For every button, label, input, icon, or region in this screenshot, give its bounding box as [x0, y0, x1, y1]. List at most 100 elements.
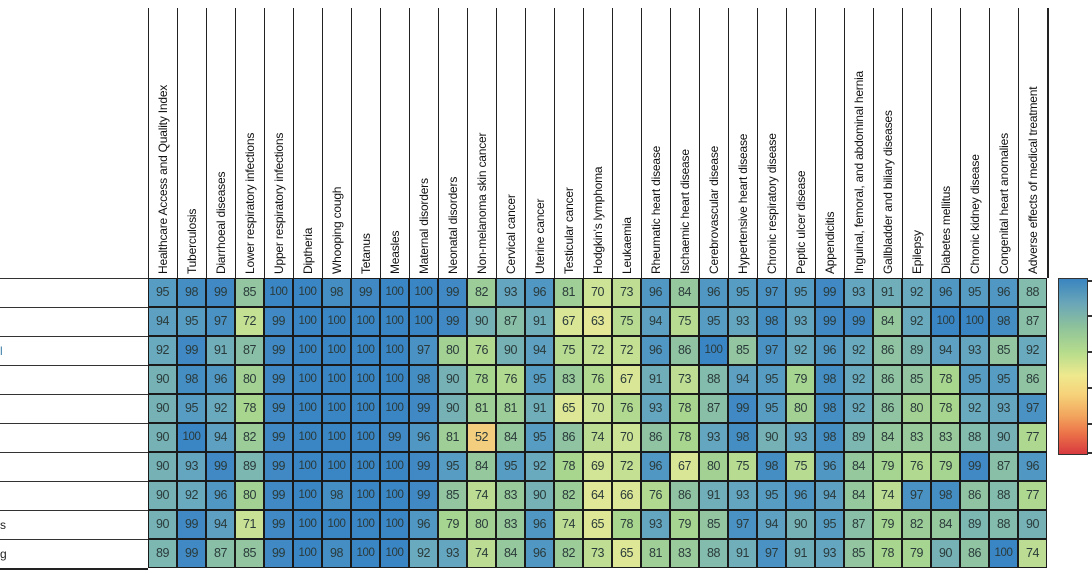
column-header-label: Whooping cough [330, 186, 344, 274]
heatmap-cell: 99 [264, 365, 293, 394]
heatmap-cell: 84 [844, 452, 873, 481]
heatmap-cell: 52 [467, 423, 496, 452]
heatmap-cell: 92 [148, 336, 177, 365]
heatmap-cell: 89 [902, 336, 931, 365]
column-header-label: Cervical cancer [504, 194, 518, 274]
heatmap-cell: 83 [496, 481, 525, 510]
heatmap-cell: 90 [757, 423, 786, 452]
heatmap-cell: 63 [583, 307, 612, 336]
column-header: Hodgkin's lymphoma [583, 8, 612, 278]
heatmap-cell: 85 [235, 539, 264, 568]
heatmap-cell: 80 [902, 394, 931, 423]
column-header-label: Diabetes mellitus [939, 186, 953, 274]
column-header: Chronic respiratory disease [757, 8, 786, 278]
heatmap-cell: 99 [409, 481, 438, 510]
heatmap-cell: 86 [554, 423, 583, 452]
header-divider [1047, 8, 1049, 278]
heatmap-cell: 96 [786, 481, 815, 510]
heatmap-cell: 93 [641, 510, 670, 539]
heatmap-cell: 99 [264, 481, 293, 510]
heatmap-cell: 73 [670, 365, 699, 394]
heatmap-cell: 95 [757, 481, 786, 510]
heatmap-cell: 79 [873, 452, 902, 481]
heatmap-cell: 90 [786, 510, 815, 539]
heatmap-cell: 100 [351, 481, 380, 510]
heatmap-cell: 100 [293, 423, 322, 452]
heatmap-cell: 79 [786, 365, 815, 394]
column-header: Non-melanoma skin cancer [467, 8, 496, 278]
row-label [0, 394, 148, 423]
heatmap-cell: 87 [699, 394, 728, 423]
heatmap-cell: 94 [206, 510, 235, 539]
heatmap-cell: 92 [844, 394, 873, 423]
heatmap-cell: 90 [148, 510, 177, 539]
heatmap-cell: 70 [583, 278, 612, 307]
heatmap-cell: 100 [380, 481, 409, 510]
heatmap-cell: 70 [583, 394, 612, 423]
column-header: Tuberculosis [177, 8, 206, 278]
heatmap-cell: 95 [496, 452, 525, 481]
heatmap-cell: 90 [931, 539, 960, 568]
column-header: Ischaemic heart disease [670, 8, 699, 278]
heatmap-cell: 98 [815, 423, 844, 452]
row-label [0, 481, 148, 510]
heatmap-cell: 99 [177, 539, 206, 568]
heatmap-cell: 100 [293, 394, 322, 423]
heatmap-cell: 99 [264, 510, 293, 539]
heatmap-cell: 96 [525, 510, 554, 539]
column-header-label: Adverse effects of medical treatment [1026, 86, 1040, 274]
heatmap-cell: 77 [1018, 423, 1047, 452]
heatmap-cell: 96 [989, 278, 1018, 307]
heatmap-cell: 87 [1018, 307, 1047, 336]
heatmap-cell: 97 [757, 278, 786, 307]
heatmap-cell: 87 [989, 452, 1018, 481]
column-header-label: Testicular cancer [562, 187, 576, 274]
column-header-label: Tuberculosis [185, 208, 199, 274]
heatmap-cell: 100 [322, 452, 351, 481]
heatmap-cell: 98 [177, 365, 206, 394]
heatmap-cell: 99 [438, 278, 467, 307]
heatmap-cell: 100 [264, 278, 293, 307]
heatmap-cell: 100 [351, 539, 380, 568]
heatmap-cell: 90 [496, 336, 525, 365]
heatmap-cell: 90 [989, 423, 1018, 452]
column-header: Chronic kidney disease [960, 8, 989, 278]
heatmap-cell: 100 [380, 307, 409, 336]
heatmap-cell: 100 [409, 278, 438, 307]
heatmap-cell: 92 [902, 307, 931, 336]
heatmap-cell: 72 [583, 336, 612, 365]
heatmap-cell: 92 [1018, 336, 1047, 365]
heatmap-cell: 87 [496, 307, 525, 336]
legend-tick [1088, 315, 1092, 317]
heatmap-cell: 88 [960, 423, 989, 452]
heatmap-cell: 76 [496, 365, 525, 394]
column-header-label: Epilepsy [910, 230, 924, 274]
heatmap-cell: 99 [815, 278, 844, 307]
heatmap-cell: 86 [873, 336, 902, 365]
heatmap-cell: 86 [873, 365, 902, 394]
heatmap-cell: 90 [148, 365, 177, 394]
heatmap-cell: 92 [902, 278, 931, 307]
heatmap-cell: 75 [612, 307, 641, 336]
heatmap-cell: 100 [380, 539, 409, 568]
heatmap-cell: 70 [612, 423, 641, 452]
heatmap-cell: 92 [960, 394, 989, 423]
heatmap-cell: 95 [757, 365, 786, 394]
heatmap-cell: 85 [902, 365, 931, 394]
heatmap-cell: 94 [148, 307, 177, 336]
heatmap-cell: 86 [1018, 365, 1047, 394]
heatmap-cell: 72 [235, 307, 264, 336]
heatmap-cell: 98 [177, 278, 206, 307]
heatmap-cell: 100 [293, 510, 322, 539]
heatmap-cell: 79 [902, 539, 931, 568]
heatmap-cell: 90 [148, 481, 177, 510]
heatmap-cell: 88 [989, 510, 1018, 539]
heatmap-cell: 93 [438, 539, 467, 568]
heatmap-cell: 100 [380, 452, 409, 481]
heatmap-cell: 74 [873, 481, 902, 510]
heatmap-cell: 89 [844, 423, 873, 452]
heatmap-cell: 80 [786, 394, 815, 423]
heatmap-cell: 90 [438, 365, 467, 394]
heatmap-cell: 98 [322, 278, 351, 307]
heatmap-cell: 67 [612, 365, 641, 394]
